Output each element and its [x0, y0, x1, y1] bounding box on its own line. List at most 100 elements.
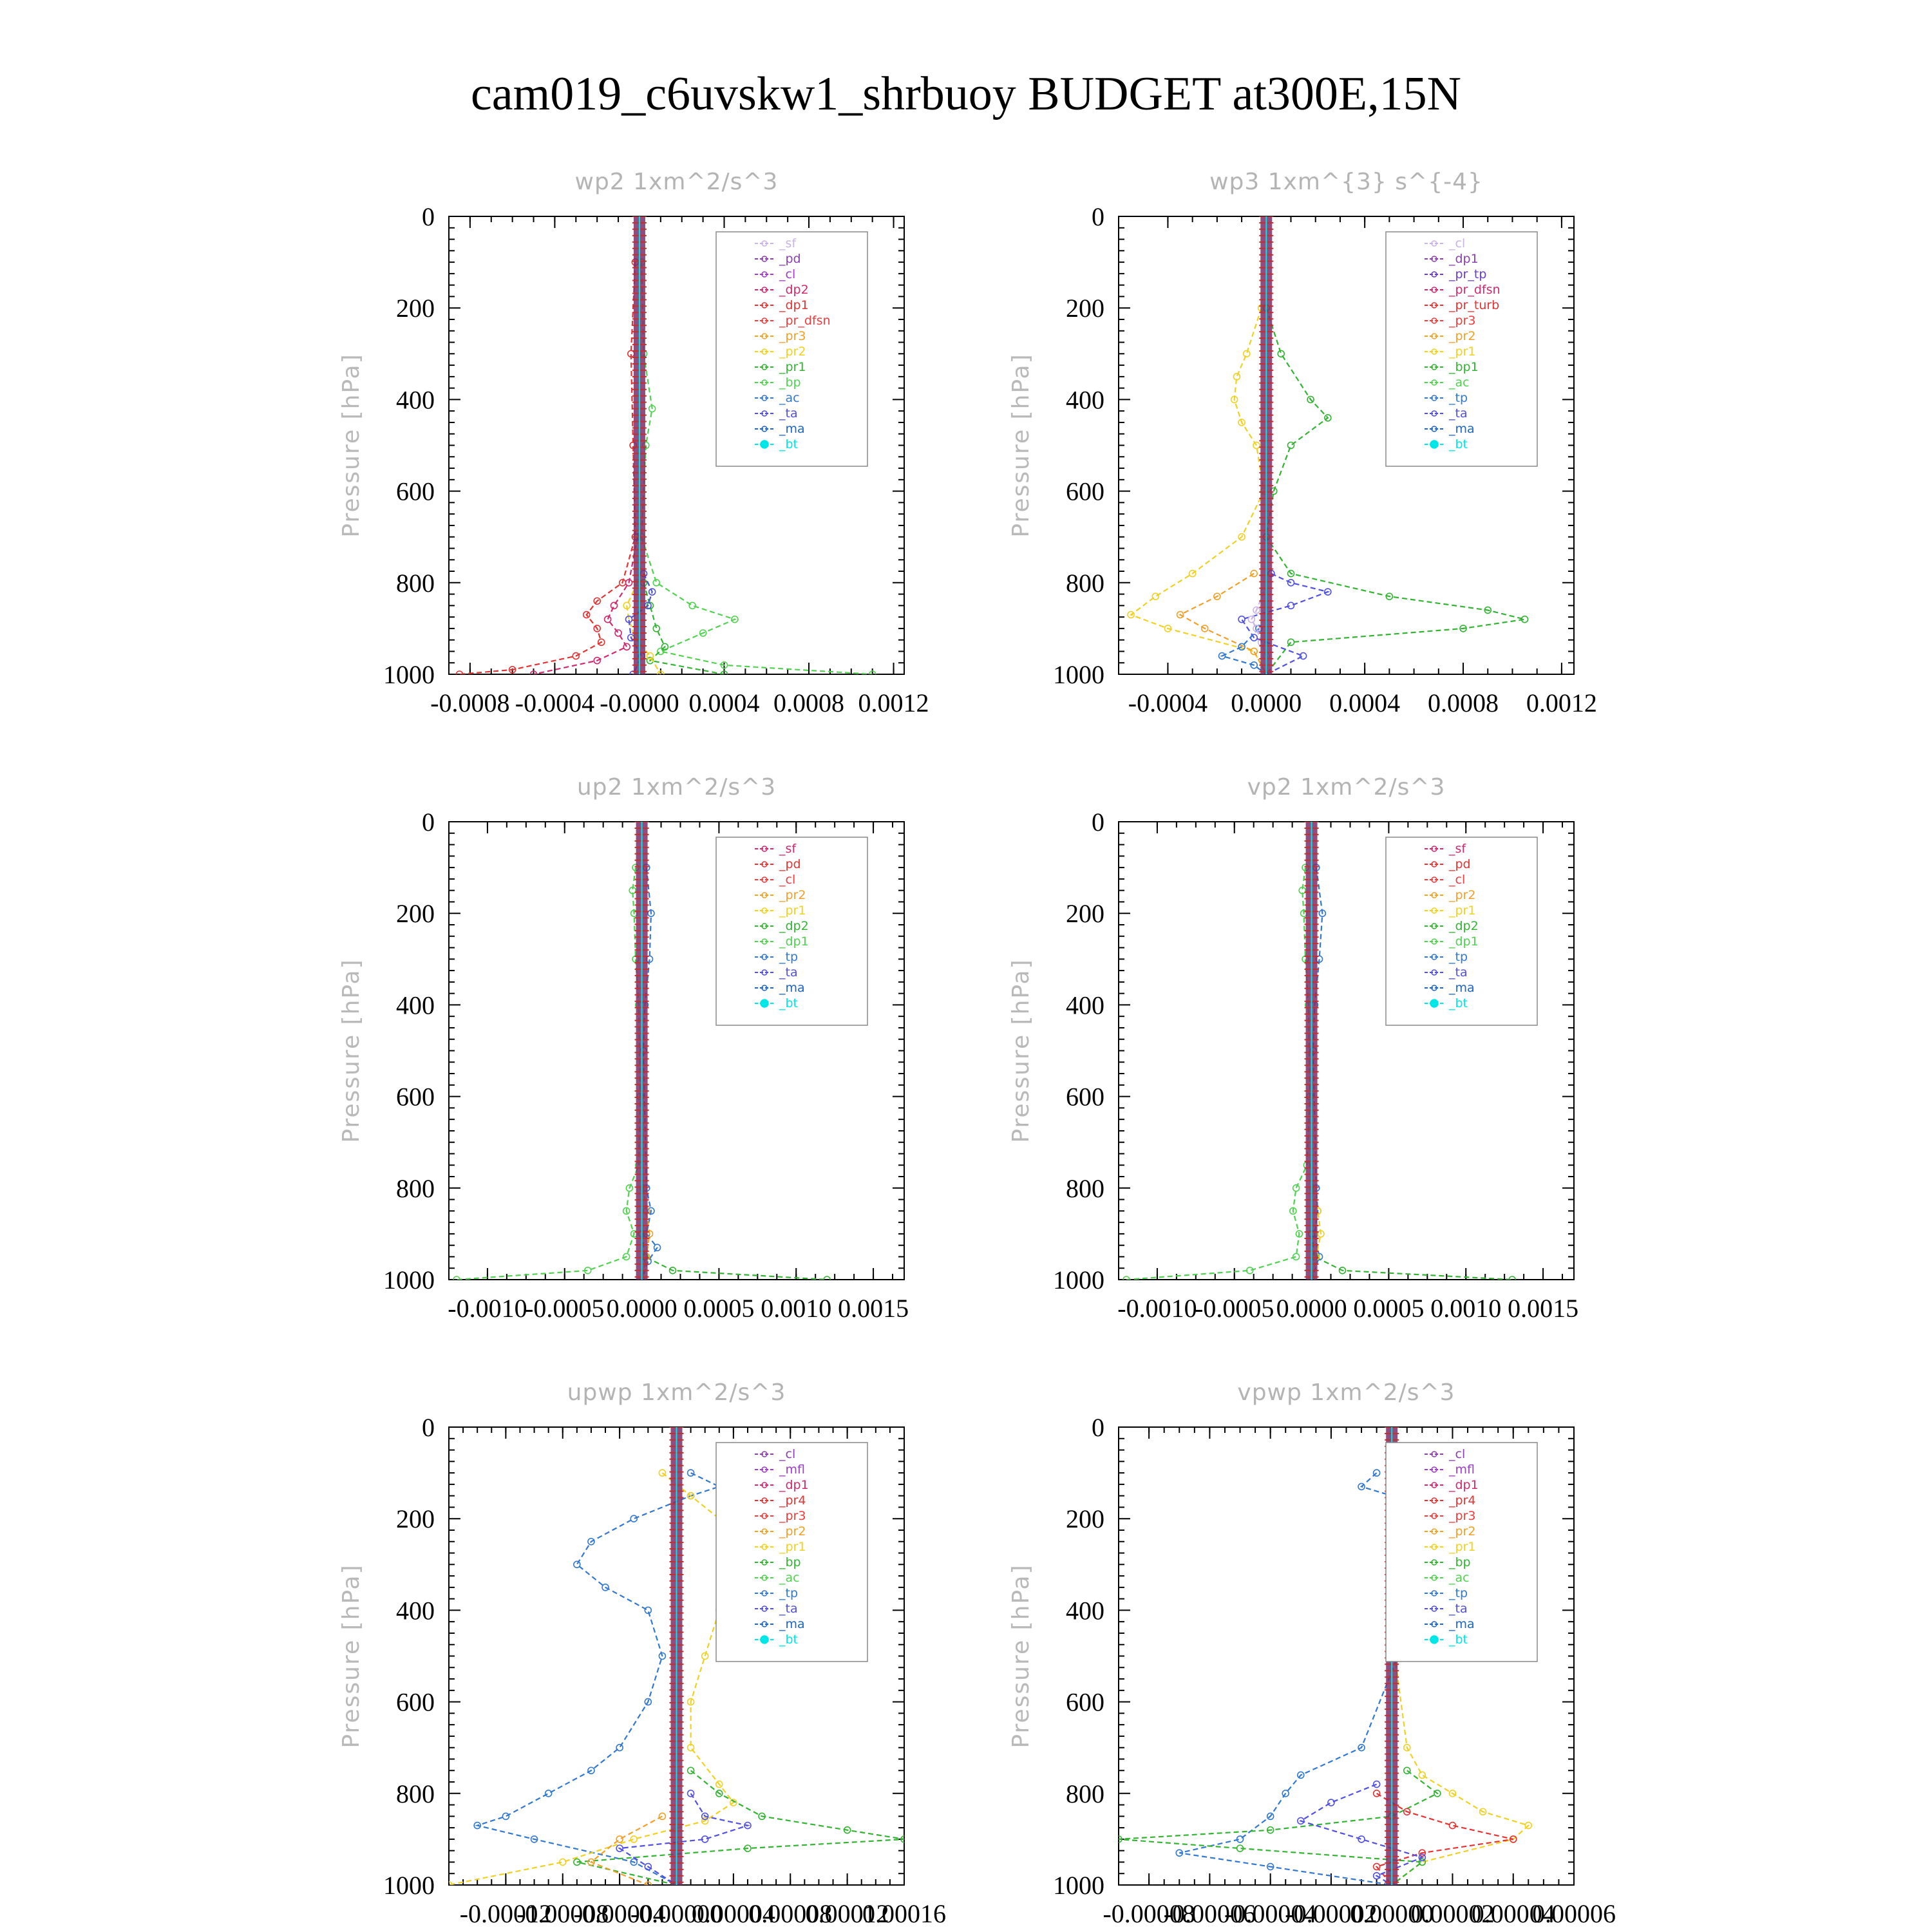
- series-point: [1230, 395, 1238, 404]
- series-point: [644, 1606, 652, 1615]
- series-point: [572, 652, 580, 660]
- series-point: [1289, 1207, 1297, 1215]
- y-axis-label: Pressure [hPa]: [1008, 1564, 1034, 1748]
- x-tick-label: -0.0004: [515, 688, 594, 717]
- legend-box: [1385, 837, 1538, 1026]
- y-tick-label: 800: [1066, 569, 1104, 598]
- legend-label: _ma: [779, 1617, 805, 1631]
- panel-1: wp2 1xm^2/s^3 Pressure [hPa] 0 200 400 600 800…: [338, 169, 929, 717]
- legend-label: _sf: [779, 842, 797, 856]
- series-point: [1266, 1812, 1274, 1821]
- legend-label: _ma: [779, 981, 805, 995]
- legend-marker: [1431, 302, 1437, 308]
- y-axis-label: Pressure [hPa]: [338, 958, 365, 1142]
- series-point: [1236, 1835, 1244, 1843]
- legend-marker: [1431, 846, 1437, 852]
- legend-marker: [761, 907, 768, 914]
- legend-label: _tp: [1448, 391, 1468, 405]
- legend-box: [715, 231, 868, 467]
- legend-marker: [761, 1590, 768, 1596]
- x-tick-label: -0.0005: [525, 1294, 604, 1323]
- series-point: [630, 1515, 638, 1522]
- x-tick-label: 0.0005: [1353, 1294, 1424, 1323]
- legend-marker: [761, 985, 768, 991]
- y-tick-label: 400: [1066, 1596, 1104, 1625]
- y-tick-label: 400: [396, 1596, 435, 1625]
- x-tick-label: 0.0005: [683, 1294, 754, 1323]
- y-tick-label: 400: [396, 385, 435, 414]
- y-tick-label: 200: [396, 1504, 435, 1533]
- series-point: [1295, 1230, 1303, 1238]
- legend-label: _pr1: [1448, 345, 1475, 359]
- series-point: [473, 1821, 481, 1830]
- series-point: [1448, 1790, 1457, 1797]
- series-point: [530, 1835, 538, 1843]
- y-tick-label: 1000: [1053, 1265, 1104, 1294]
- series-point: [1253, 625, 1260, 632]
- legend-label: _bt: [779, 1633, 798, 1647]
- legend-label: _pr1: [779, 1540, 806, 1554]
- series-point: [1418, 1849, 1426, 1857]
- panel-3: up2 1xm^2/s^3 Pressure [hPa] 0 200 400 600 800…: [338, 774, 909, 1323]
- series-point: [687, 1766, 695, 1775]
- series-point: [1292, 1253, 1300, 1261]
- legend-label: _cl: [779, 1447, 795, 1461]
- series-point: [868, 670, 876, 674]
- y-tick-label: 1000: [383, 660, 435, 689]
- legend-marker: [761, 1605, 768, 1612]
- x-tick-label: 0.00004: [692, 1899, 775, 1928]
- y-tick-label: 0: [422, 202, 435, 231]
- series-point: [657, 670, 665, 674]
- series-point: [715, 1790, 723, 1797]
- series-point: [1233, 373, 1241, 381]
- series-point: [1403, 1743, 1411, 1752]
- series-point: [1524, 1821, 1533, 1830]
- legend-marker: [761, 1513, 768, 1519]
- legend-marker: [761, 892, 768, 898]
- legend-marker: [760, 440, 769, 449]
- series-line-dp2: [1311, 1233, 1513, 1280]
- legend-label: _pr3: [1448, 1509, 1475, 1523]
- series-point: [823, 1276, 831, 1280]
- series-point: [1318, 909, 1327, 917]
- series-point: [1307, 395, 1314, 404]
- y-tick-label: 600: [396, 477, 435, 506]
- series-point: [1520, 615, 1529, 623]
- x-tick-label: -0.0000: [600, 688, 679, 717]
- panel-title: vpwp 1xm^2/s^3: [1237, 1379, 1455, 1406]
- series-point: [744, 1821, 752, 1830]
- legend-marker: [1430, 440, 1439, 449]
- legend-label: _sf: [1448, 842, 1466, 856]
- series-point: [1176, 611, 1184, 619]
- legend-label: _bt: [1448, 1633, 1468, 1647]
- plot-area: [1127, 216, 1529, 674]
- series-point: [1434, 1790, 1441, 1797]
- series-point: [647, 1207, 655, 1215]
- panel-title: upwp 1xm^2/s^3: [567, 1379, 786, 1406]
- series-point: [1287, 601, 1295, 610]
- series-point: [658, 1812, 667, 1821]
- series-point: [646, 652, 654, 660]
- series-point: [687, 1790, 695, 1797]
- panel-6: vpwp 1xm^2/s^3 Pressure [hPa] 0 200 400 600 80…: [1008, 1379, 1616, 1928]
- x-tick-label: -0.00006: [1164, 1899, 1256, 1928]
- series-point: [625, 615, 633, 623]
- series-point: [1338, 1266, 1347, 1274]
- series-point: [653, 1244, 661, 1252]
- series-point: [744, 1844, 752, 1852]
- series-point: [508, 666, 516, 674]
- y-tick-label: 800: [396, 569, 435, 598]
- legend-marker: [1431, 379, 1437, 386]
- series-point: [1372, 1790, 1381, 1797]
- series-point: [502, 1812, 510, 1821]
- legend-label: _bp: [779, 1555, 801, 1569]
- series-line-bp1: [1265, 307, 1525, 674]
- legend-label: _pr4: [1448, 1493, 1475, 1508]
- legend-label: _tp: [779, 1586, 798, 1600]
- x-tick-label: 0.0004: [688, 688, 759, 717]
- series-point: [661, 643, 669, 651]
- legend-label: _pr2: [779, 1524, 806, 1539]
- legend-label: _pr3: [1448, 314, 1475, 328]
- legend-marker: [1431, 1451, 1437, 1457]
- legend-marker: [1431, 1621, 1437, 1627]
